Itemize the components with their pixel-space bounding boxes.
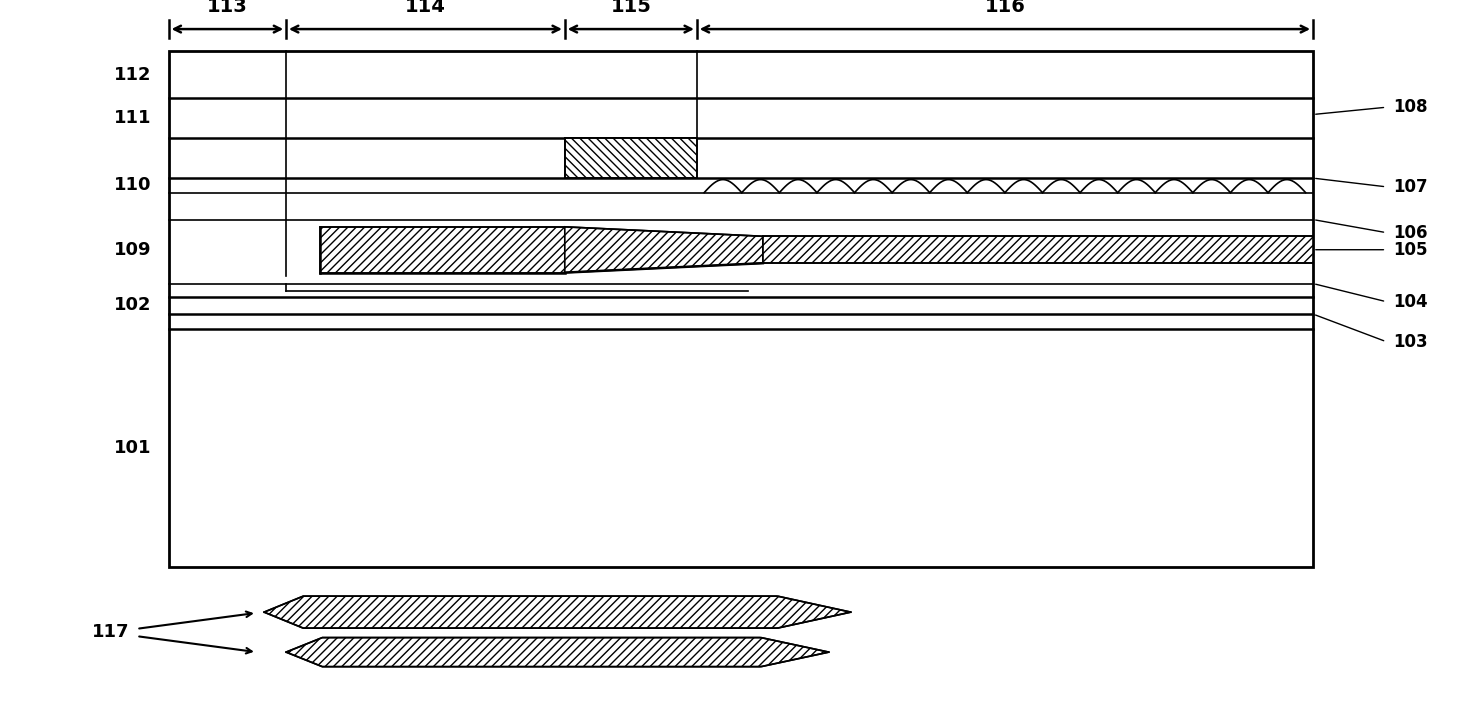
Text: 109: 109 [113,241,151,259]
Text: 108: 108 [1394,98,1429,116]
Polygon shape [286,638,829,667]
Text: 110: 110 [113,177,151,194]
Text: 117: 117 [91,624,129,641]
Bar [763,236,1313,263]
Text: 104: 104 [1394,293,1429,310]
Text: 107: 107 [1394,178,1429,196]
Text: 112: 112 [113,65,151,84]
Text: 116: 116 [984,0,1025,16]
Text: 101: 101 [113,439,151,457]
Text: 105: 105 [1394,241,1429,259]
Text: 115: 115 [610,0,651,16]
Polygon shape [264,596,851,628]
Bar [320,227,565,273]
Text: 114: 114 [405,0,446,16]
Text: 113: 113 [207,0,248,16]
Text: 103: 103 [1394,333,1429,350]
Bar [565,138,697,178]
Text: 102: 102 [113,297,151,314]
Bar [169,51,1313,567]
Polygon shape [565,227,763,273]
Text: 106: 106 [1394,224,1429,241]
Text: 111: 111 [113,109,151,127]
